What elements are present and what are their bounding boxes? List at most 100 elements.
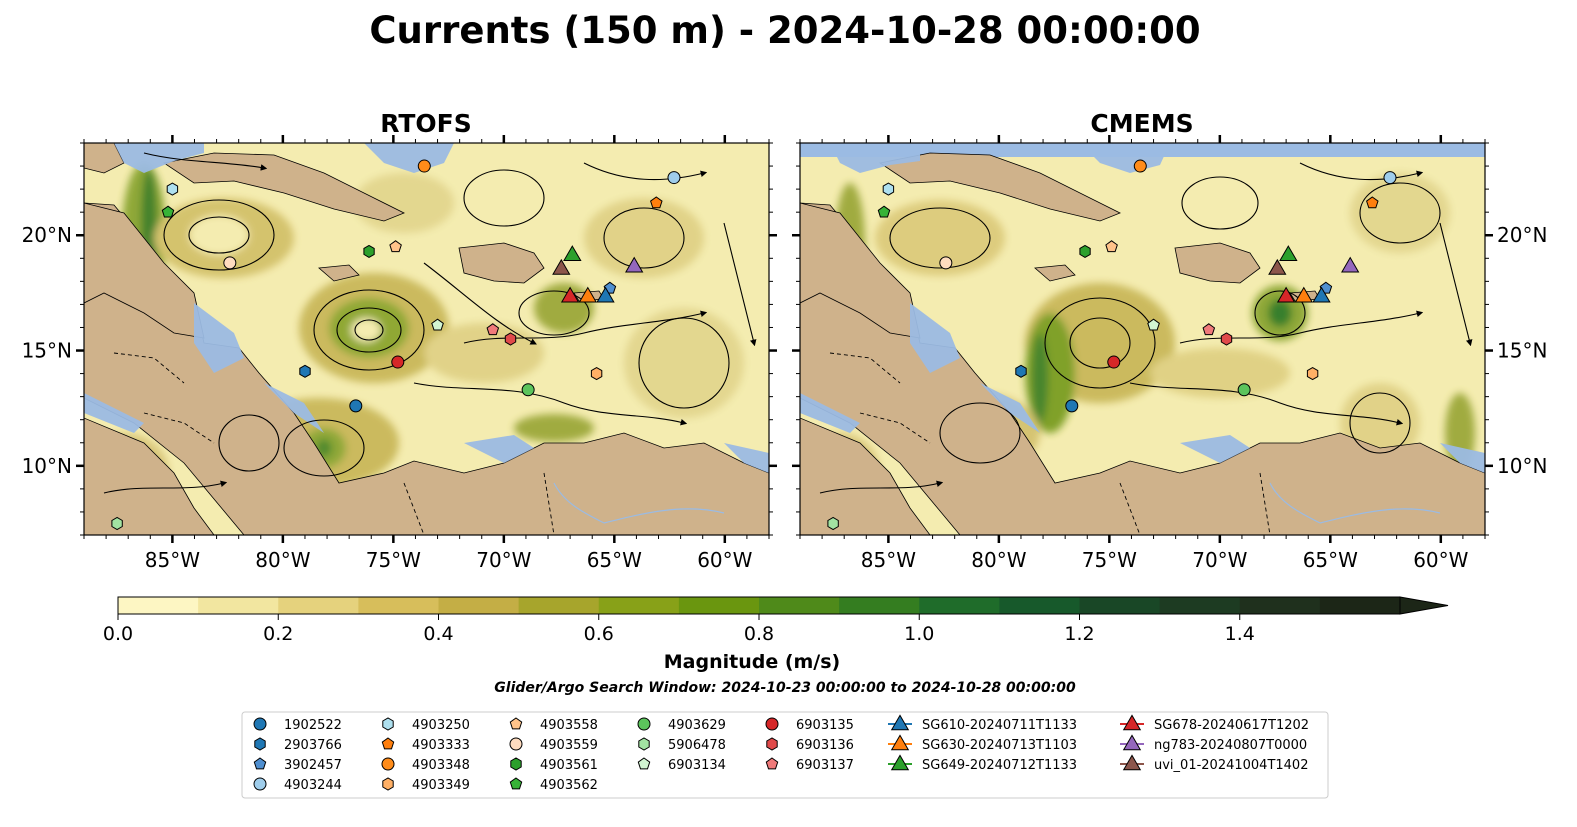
legend-marker-6903134[interactable] <box>637 757 651 770</box>
colorbar-tick-label: 1.0 <box>904 623 934 645</box>
marker-SG610-20240711T1133[interactable] <box>1312 286 1331 303</box>
marker-6903135[interactable] <box>391 355 405 369</box>
map-cmems[interactable] <box>800 143 1485 535</box>
legend-marker-4903629[interactable] <box>637 717 651 731</box>
marker-4903244[interactable] <box>1383 171 1397 185</box>
land-central-america <box>84 202 769 535</box>
marker-4903629[interactable] <box>521 383 535 397</box>
marker-4903562[interactable] <box>877 205 891 218</box>
legend-marker-uvi_01-20241004T1402[interactable] <box>1122 754 1142 771</box>
legend-label: SG678-20240617T1202 <box>1154 718 1309 733</box>
marker-4903250[interactable] <box>882 182 895 196</box>
marker-4903558[interactable] <box>1105 240 1118 253</box>
marker-SG649-20240712T1133[interactable] <box>563 245 582 261</box>
marker-4903348[interactable] <box>417 159 431 173</box>
colorbar-segment <box>598 597 680 614</box>
lon-tick-label: 75°W <box>366 548 421 572</box>
marker-4903349[interactable] <box>1306 367 1319 381</box>
streamlines <box>819 162 1473 494</box>
legend-marker-4903559[interactable] <box>509 737 523 751</box>
legend-marker-6903136[interactable] <box>766 737 778 751</box>
marker-5906478[interactable] <box>827 516 839 531</box>
lon-tick-label: 70°W <box>1192 548 1247 572</box>
marker-2903766[interactable] <box>1015 364 1027 378</box>
legend-marker-4903250[interactable] <box>382 717 394 731</box>
marker-2903766[interactable] <box>299 364 311 378</box>
map-frame-cmems <box>799 142 1486 536</box>
legend-marker-4903244[interactable] <box>253 777 267 791</box>
marker-4903348[interactable] <box>1133 159 1147 173</box>
marker-SG678-20240617T1202[interactable] <box>560 286 580 303</box>
legend-marker-SG610-20240711T1133[interactable] <box>890 714 910 731</box>
legend-label: 4903629 <box>668 718 726 733</box>
marker-4903244[interactable] <box>667 171 681 185</box>
marker-4903558[interactable] <box>389 240 402 253</box>
panel-cmems: CMEMS <box>792 109 1547 572</box>
legend-marker-4903561[interactable] <box>510 757 522 771</box>
legend-marker-4903333[interactable] <box>381 737 395 750</box>
marker-6903137[interactable] <box>486 323 500 336</box>
marker-1902522[interactable] <box>1065 399 1079 413</box>
legend-label: 6903137 <box>796 758 854 773</box>
marker-6903136[interactable] <box>1220 332 1233 346</box>
legend-marker-5906478[interactable] <box>638 737 650 751</box>
marker-4903559[interactable] <box>223 256 237 270</box>
legend-marker-2903766[interactable] <box>254 737 266 751</box>
colorbar-tick-label: 0.6 <box>584 623 614 645</box>
marker-4903349[interactable] <box>590 367 603 381</box>
panel-title-rtofs: RTOFS <box>380 109 472 138</box>
legend-marker-ng783-20240807T0000[interactable] <box>1122 734 1142 751</box>
country-borders <box>113 352 555 535</box>
marker-4903562[interactable] <box>161 205 175 218</box>
legend: 1902522 2903766 3902457 4903244 4903250 49033… <box>253 714 1309 793</box>
marker-ng783-20240807T0000[interactable] <box>625 256 644 273</box>
colorbar-tick-label: 0.8 <box>744 623 774 645</box>
legend-label: 4903333 <box>412 738 470 753</box>
legend-marker-4903558[interactable] <box>509 717 523 730</box>
marker-6903136[interactable] <box>504 332 517 346</box>
land-areas <box>800 152 1485 535</box>
legend-marker-SG649-20240712T1133[interactable] <box>890 754 910 771</box>
streamlines <box>103 152 757 494</box>
legend-marker-3902457[interactable] <box>253 757 267 770</box>
lat-tick-label: 10°N <box>22 454 72 478</box>
marker-ng783-20240807T0000[interactable] <box>1341 256 1360 273</box>
marker-SG630-20240713T1103[interactable] <box>1294 286 1313 303</box>
legend-marker-4903348[interactable] <box>381 757 395 771</box>
legend-marker-4903349[interactable] <box>382 777 394 791</box>
legend-label: 3902457 <box>284 758 342 773</box>
legend-label: 4903244 <box>284 778 342 793</box>
marker-6903134[interactable] <box>1147 318 1160 331</box>
marker-4903629[interactable] <box>1237 383 1251 397</box>
marker-4903561[interactable] <box>1079 244 1091 258</box>
legend-marker-4903562[interactable] <box>509 777 523 790</box>
marker-4903333[interactable] <box>650 196 663 209</box>
marker-1902522[interactable] <box>349 399 363 413</box>
legend-marker-SG630-20240713T1103[interactable] <box>890 734 910 751</box>
marker-6903135[interactable] <box>1107 355 1121 369</box>
legend-label: 4903348 <box>412 758 470 773</box>
marker-SG678-20240617T1202[interactable] <box>1276 286 1296 303</box>
colorbar-segment <box>358 597 439 614</box>
marker-SG610-20240711T1133[interactable] <box>596 286 615 303</box>
legend-marker-1902522[interactable] <box>253 717 267 731</box>
marker-SG649-20240712T1133[interactable] <box>1279 245 1298 261</box>
legend-marker-6903137[interactable] <box>765 757 779 770</box>
marker-6903137[interactable] <box>1202 323 1216 336</box>
marker-6903134[interactable] <box>431 318 444 331</box>
marker-4903561[interactable] <box>363 244 375 258</box>
marker-SG630-20240713T1103[interactable] <box>578 286 597 303</box>
marker-uvi_01-20241004T1402[interactable] <box>552 258 571 275</box>
colorbar-segment <box>518 597 600 614</box>
marker-4903250[interactable] <box>166 182 179 196</box>
float-glider-markers-cmems <box>827 159 1397 531</box>
land-hispaniola <box>1174 242 1261 284</box>
marker-5906478[interactable] <box>111 516 123 531</box>
marker-uvi_01-20241004T1402[interactable] <box>1268 258 1287 275</box>
marker-4903333[interactable] <box>1366 196 1379 209</box>
lon-tick-label: 60°W <box>1413 548 1468 572</box>
legend-marker-SG678-20240617T1202[interactable] <box>1122 714 1142 731</box>
marker-4903559[interactable] <box>939 256 953 270</box>
map-rtofs[interactable] <box>79 143 769 535</box>
legend-marker-6903135[interactable] <box>765 717 779 731</box>
